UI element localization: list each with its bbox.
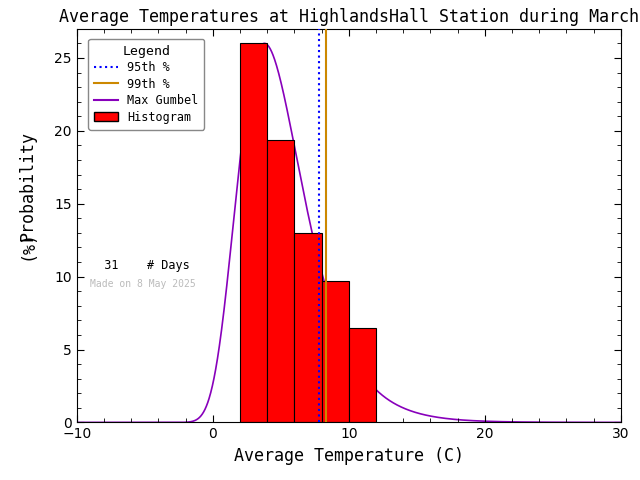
Bar	[322, 281, 349, 422]
Bar	[349, 328, 376, 422]
Text: (%): (%)	[19, 230, 37, 260]
Legend: 95th %, 99th %, Max Gumbel, Histogram: 95th %, 99th %, Max Gumbel, Histogram	[88, 38, 204, 130]
Bar	[240, 43, 268, 422]
Title: Average Temperatures at HighlandsHall Station during March: Average Temperatures at HighlandsHall St…	[59, 8, 639, 26]
Bar	[294, 233, 322, 422]
Text: 31    # Days: 31 # Days	[90, 259, 190, 272]
Text: Made on 8 May 2025: Made on 8 May 2025	[90, 279, 196, 289]
X-axis label: Average Temperature (C): Average Temperature (C)	[234, 447, 464, 465]
Text: Probability: Probability	[19, 131, 37, 241]
Bar	[268, 140, 294, 422]
